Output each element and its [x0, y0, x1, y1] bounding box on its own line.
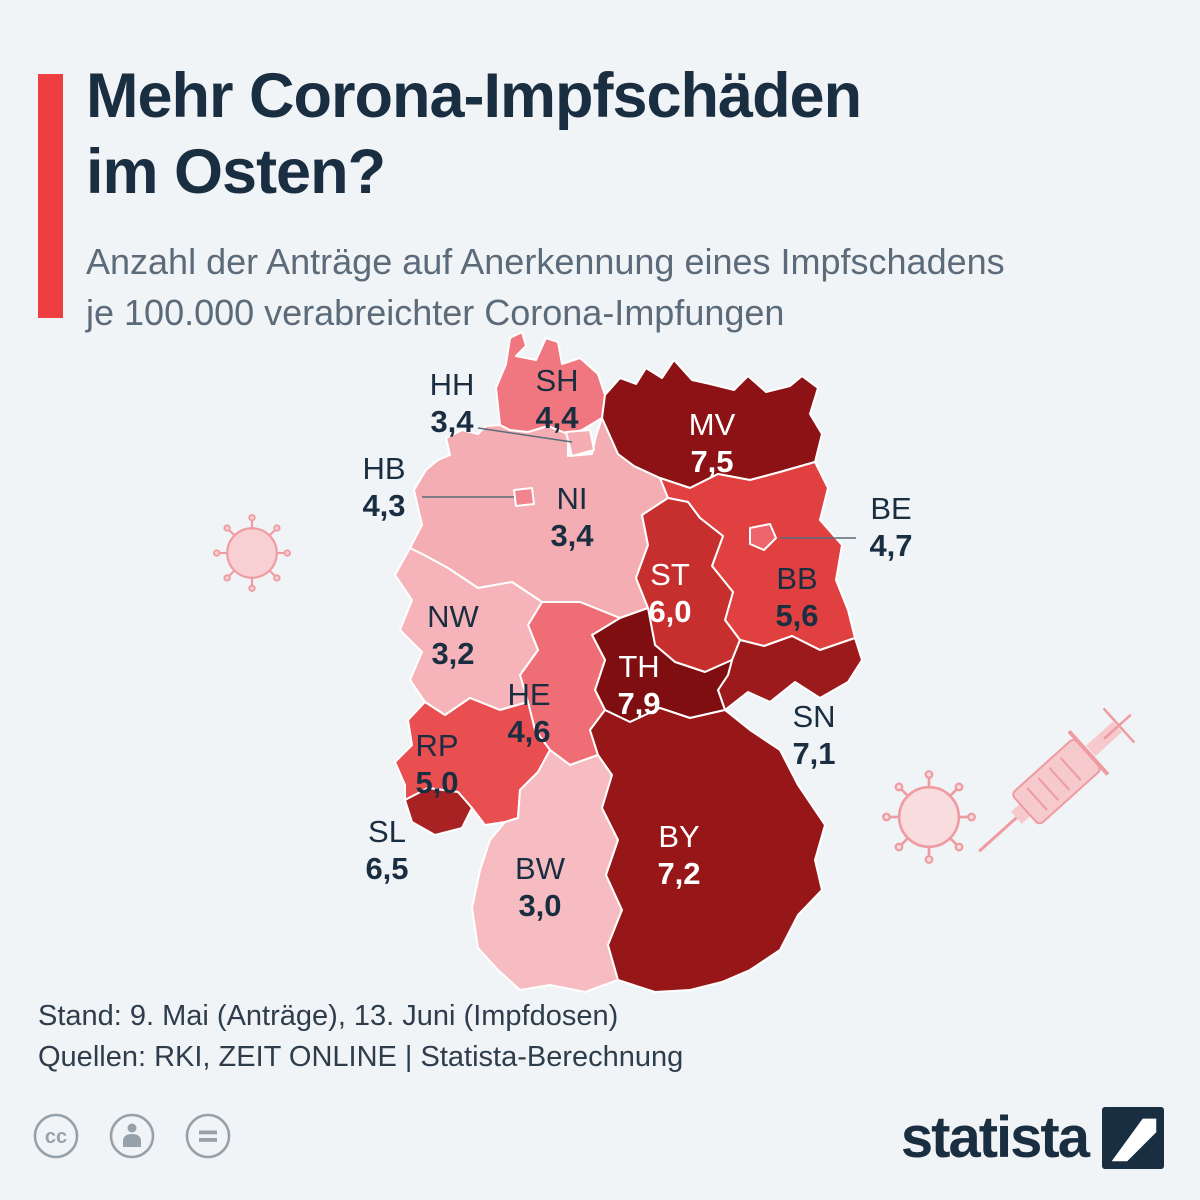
state-value: 4,6 [507, 714, 551, 749]
state-value: 3,4 [550, 518, 594, 553]
leader-line-HH [477, 427, 573, 443]
state-code: HH [429, 367, 475, 402]
state-value: 7,2 [657, 856, 701, 891]
sources-line: Quellen: RKI, ZEIT ONLINE | Statista-Ber… [38, 1041, 684, 1073]
state-code: NI [556, 481, 588, 516]
state-code: TH [618, 649, 660, 684]
subtitle-line-1: Anzahl der Anträge auf Anerkennung eines… [86, 241, 1005, 282]
statista-logo-icon [1102, 1106, 1164, 1169]
syringe-icon [978, 707, 1136, 853]
state-code: HE [507, 677, 551, 712]
subtitle-line-2: je 100.000 verabreichter Corona-Impfunge… [86, 292, 785, 333]
label-MV: MV 7,5 [689, 406, 736, 480]
page-subtitle: Anzahl der Anträge auf Anerkennung eines… [86, 236, 1005, 338]
state-code: HB [362, 451, 406, 486]
state-SN-region [717, 635, 863, 711]
state-value: 5,0 [415, 765, 459, 800]
state-BY-region [589, 707, 826, 993]
state-code: MV [688, 407, 736, 442]
state-value: 6,5 [365, 851, 409, 886]
state-value: 3,4 [430, 404, 474, 439]
label-BB: BB 5,6 [775, 560, 818, 634]
label-RP: RP 5,0 [415, 727, 458, 801]
state-SL-region [404, 787, 473, 836]
state-value: 4,7 [869, 528, 913, 563]
creative-commons-icon: cc [33, 1113, 79, 1159]
state-HH-region [565, 429, 595, 457]
brand-area: statista [901, 1104, 1164, 1171]
state-code: BE [870, 491, 912, 526]
state-code: SH [535, 363, 579, 398]
license-icons: cc [32, 1112, 232, 1160]
state-HB-region [513, 487, 535, 507]
label-BW: BW 3,0 [515, 850, 565, 924]
state-code: ST [650, 557, 690, 592]
state-code: BB [776, 561, 818, 596]
state-value: 7,9 [617, 686, 661, 721]
statista-wordmark: statista [900, 1105, 1090, 1170]
state-value: 3,0 [518, 888, 562, 923]
label-BE: BE 4,7 [869, 490, 912, 564]
label-SL: SL 6,5 [365, 813, 408, 887]
svg-text:cc: cc [45, 1126, 67, 1148]
label-HB: HB 4,3 [362, 450, 405, 524]
label-SN: SN 7,1 [792, 698, 835, 772]
no-derivatives-icon [185, 1113, 231, 1159]
label-SH: SH 4,4 [535, 362, 578, 436]
state-code: RP [415, 728, 459, 763]
state-code: BY [658, 819, 700, 854]
virus-icon-left [213, 514, 291, 592]
virus-icon-right [882, 770, 976, 864]
page-title: Mehr Corona-Impfschäden im Osten? [86, 58, 862, 210]
attribution-icon [109, 1113, 155, 1159]
state-code: BW [515, 851, 565, 886]
state-code: SN [792, 699, 836, 734]
state-BE-region [749, 523, 777, 551]
title-line-2: im Osten? [86, 137, 386, 207]
status-line: Stand: 9. Mai (Anträge), 13. Juni (Impfd… [38, 1000, 619, 1032]
label-NW: NW 3,2 [427, 598, 479, 672]
state-value: 7,5 [690, 444, 734, 479]
state-code: SL [368, 814, 406, 849]
germany-map [394, 331, 863, 993]
state-value: 7,1 [792, 736, 836, 771]
label-ST: ST 6,0 [648, 556, 691, 630]
label-HE: HE 4,6 [507, 676, 550, 750]
state-code: NW [427, 599, 479, 634]
label-BY: BY 7,2 [657, 818, 700, 892]
label-TH: TH 7,9 [617, 648, 660, 722]
state-value: 5,6 [775, 598, 819, 633]
state-value: 4,4 [535, 400, 579, 435]
state-value: 3,2 [431, 636, 475, 671]
label-HH: HH 3,4 [430, 366, 475, 440]
state-value: 4,3 [362, 488, 406, 523]
state-SH-region [495, 331, 606, 435]
state-value: 6,0 [648, 594, 692, 629]
accent-bar [38, 74, 63, 318]
title-line-1: Mehr Corona-Impfschäden [86, 61, 862, 131]
label-NI: NI 3,4 [550, 480, 593, 554]
